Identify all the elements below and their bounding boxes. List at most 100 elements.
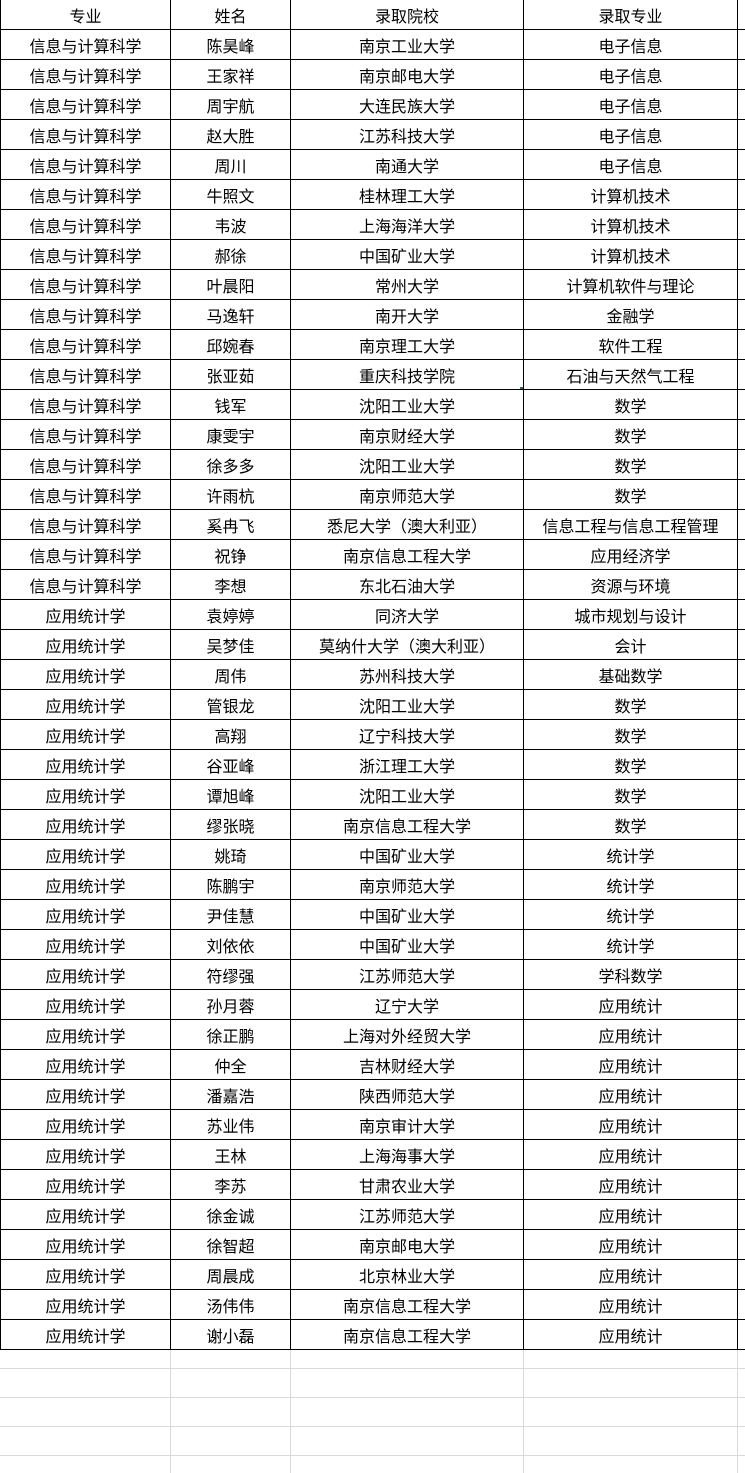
cell-major[interactable]: 应用统计学	[1, 1230, 171, 1260]
cell-admitted-major[interactable]: 电子信息	[524, 150, 738, 180]
cell-admitted-major[interactable]: 统计学	[524, 840, 738, 870]
empty-cell[interactable]	[0, 1427, 170, 1456]
cell-admitted-major[interactable]: 会计	[524, 630, 738, 660]
cell-major[interactable]: 信息与计算科学	[1, 300, 171, 330]
cell-admitted-major[interactable]: 数学	[524, 750, 738, 780]
cell-college[interactable]: 南京工业大学	[291, 30, 524, 60]
cell-admitted-major[interactable]: 应用统计	[524, 1020, 738, 1050]
cell-college[interactable]: 南京师范大学	[291, 870, 524, 900]
selected-cell[interactable]: 重庆科技学院	[291, 360, 524, 390]
cell-college[interactable]: 南京信息工程大学	[291, 1320, 524, 1350]
cell-admitted-major[interactable]: 应用统计	[524, 1200, 738, 1230]
empty-cell[interactable]	[290, 1398, 523, 1427]
empty-cell[interactable]	[523, 1350, 737, 1369]
cutoff-column-cell[interactable]	[738, 840, 745, 870]
cell-name[interactable]: 陈昊峰	[171, 30, 291, 60]
cell-college[interactable]: 南京信息工程大学	[291, 1290, 524, 1320]
cell-major[interactable]: 应用统计学	[1, 1320, 171, 1350]
cell-admitted-major[interactable]: 应用统计	[524, 990, 738, 1020]
cell-name[interactable]: 仲全	[171, 1050, 291, 1080]
empty-cell[interactable]	[290, 1369, 523, 1398]
cell-admitted-major[interactable]: 电子信息	[524, 60, 738, 90]
cell-college[interactable]: 沈阳工业大学	[291, 450, 524, 480]
cell-admitted-major[interactable]: 电子信息	[524, 30, 738, 60]
cell-name[interactable]: 周宇航	[171, 90, 291, 120]
cell-admitted-major[interactable]: 数学	[524, 690, 738, 720]
cell-name[interactable]: 尹佳慧	[171, 900, 291, 930]
cell-college[interactable]: 南京信息工程大学	[291, 810, 524, 840]
cell-major[interactable]: 信息与计算科学	[1, 240, 171, 270]
cell-college[interactable]: 沈阳工业大学	[291, 780, 524, 810]
cell-college[interactable]: 沈阳工业大学	[291, 390, 524, 420]
cutoff-column-cell[interactable]	[738, 360, 745, 390]
cell-major[interactable]: 信息与计算科学	[1, 480, 171, 510]
cell-major[interactable]: 信息与计算科学	[1, 420, 171, 450]
cell-major[interactable]: 信息与计算科学	[1, 90, 171, 120]
cell-name[interactable]: 邱婉春	[171, 330, 291, 360]
cell-college[interactable]: 南开大学	[291, 300, 524, 330]
cell-college[interactable]: 沈阳工业大学	[291, 690, 524, 720]
empty-cell[interactable]	[170, 1456, 290, 1473]
cutoff-column-cell[interactable]	[738, 180, 745, 210]
cell-college[interactable]: 上海对外经贸大学	[291, 1020, 524, 1050]
cutoff-column-cell[interactable]	[738, 570, 745, 600]
cell-name[interactable]: 姚琦	[171, 840, 291, 870]
cutoff-column-cell[interactable]	[738, 960, 745, 990]
cutoff-column-cell[interactable]	[738, 1110, 745, 1140]
cell-name[interactable]: 周晨成	[171, 1260, 291, 1290]
cell-major[interactable]: 应用统计学	[1, 1020, 171, 1050]
cell-name[interactable]: 管银龙	[171, 690, 291, 720]
empty-cell[interactable]	[737, 1456, 745, 1473]
cell-name[interactable]: 缪张晓	[171, 810, 291, 840]
cell-major[interactable]: 信息与计算科学	[1, 330, 171, 360]
cell-college[interactable]: 上海海事大学	[291, 1140, 524, 1170]
cell-admitted-major[interactable]: 数学	[524, 450, 738, 480]
cell-major[interactable]: 应用统计学	[1, 600, 171, 630]
cell-name[interactable]: 奚冉飞	[171, 510, 291, 540]
cell-college[interactable]: 南京审计大学	[291, 1110, 524, 1140]
cell-admitted-major[interactable]: 基础数学	[524, 660, 738, 690]
cell-admitted-major[interactable]: 计算机技术	[524, 210, 738, 240]
cell-college[interactable]: 南京邮电大学	[291, 60, 524, 90]
cutoff-column-cell[interactable]	[738, 240, 745, 270]
cell-major[interactable]: 应用统计学	[1, 870, 171, 900]
cell-admitted-major[interactable]: 信息工程与信息工程管理	[524, 510, 738, 540]
column-header[interactable]: 姓名	[171, 0, 291, 30]
cell-admitted-major[interactable]: 金融学	[524, 300, 738, 330]
cutoff-column-cell[interactable]	[738, 660, 745, 690]
cell-name[interactable]: 徐正鹏	[171, 1020, 291, 1050]
cutoff-column-cell[interactable]	[738, 690, 745, 720]
cell-admitted-major[interactable]: 应用统计	[524, 1230, 738, 1260]
cell-college[interactable]: 莫纳什大学（澳大利亚）	[291, 630, 524, 660]
cutoff-column-cell[interactable]	[738, 1230, 745, 1260]
cell-major[interactable]: 应用统计学	[1, 900, 171, 930]
cutoff-column-cell[interactable]	[738, 1140, 745, 1170]
empty-cell[interactable]	[737, 1350, 745, 1369]
empty-cell[interactable]	[0, 1398, 170, 1427]
cell-admitted-major[interactable]: 应用统计	[524, 1140, 738, 1170]
cutoff-column-cell[interactable]	[738, 300, 745, 330]
cell-major[interactable]: 应用统计学	[1, 1050, 171, 1080]
cell-name[interactable]: 许雨杭	[171, 480, 291, 510]
cell-admitted-major[interactable]: 统计学	[524, 900, 738, 930]
empty-cell[interactable]	[523, 1456, 737, 1473]
cell-name[interactable]: 王家祥	[171, 60, 291, 90]
cell-admitted-major[interactable]: 应用经济学	[524, 540, 738, 570]
empty-cell[interactable]	[0, 1350, 170, 1369]
cell-admitted-major[interactable]: 应用统计	[524, 1110, 738, 1140]
cell-college[interactable]: 悉尼大学（澳大利亚）	[291, 510, 524, 540]
cell-major[interactable]: 信息与计算科学	[1, 360, 171, 390]
cell-admitted-major[interactable]: 资源与环境	[524, 570, 738, 600]
cell-name[interactable]: 祝铮	[171, 540, 291, 570]
cell-major[interactable]: 信息与计算科学	[1, 510, 171, 540]
cutoff-column-cell[interactable]	[738, 900, 745, 930]
cutoff-column-cell[interactable]	[738, 1260, 745, 1290]
cutoff-column-cell[interactable]	[738, 510, 745, 540]
cell-admitted-major[interactable]: 应用统计	[524, 1320, 738, 1350]
cutoff-column-cell[interactable]	[738, 150, 745, 180]
empty-cell[interactable]	[170, 1350, 290, 1369]
cutoff-column-cell[interactable]	[738, 1290, 745, 1320]
cell-major[interactable]: 应用统计学	[1, 990, 171, 1020]
cell-major[interactable]: 应用统计学	[1, 780, 171, 810]
cell-major[interactable]: 应用统计学	[1, 1200, 171, 1230]
